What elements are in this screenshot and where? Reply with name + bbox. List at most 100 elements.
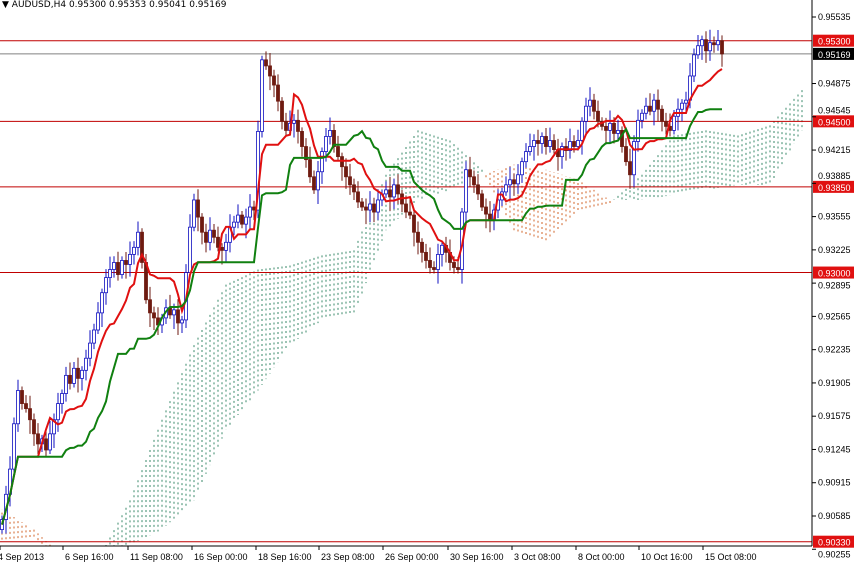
candle-body xyxy=(636,119,640,142)
price-tick-label: 0.93555 xyxy=(818,212,851,222)
candle-body xyxy=(264,59,268,67)
candle xyxy=(532,134,536,161)
candle xyxy=(344,158,348,189)
candle xyxy=(268,52,272,91)
candle xyxy=(640,109,644,129)
candle-body xyxy=(652,99,656,112)
candle-body xyxy=(692,54,696,77)
candle-body xyxy=(56,403,60,421)
symbol-label: AUDUSD,H4 xyxy=(11,0,67,10)
candle-body xyxy=(532,140,536,147)
candle xyxy=(428,247,432,274)
candle xyxy=(368,191,372,223)
candle-body xyxy=(720,40,724,55)
candle-body xyxy=(32,419,36,435)
kijun-sen-line xyxy=(1,108,722,525)
candle xyxy=(544,127,548,155)
candle xyxy=(512,173,516,196)
price-tick-label: 0.95535 xyxy=(818,12,851,22)
candle xyxy=(80,366,84,391)
candle xyxy=(680,99,684,122)
candle-body xyxy=(572,141,576,147)
candle xyxy=(100,288,104,327)
candle-body xyxy=(344,166,348,178)
time-tick-label: 15 Oct 08:00 xyxy=(705,552,757,562)
candle-body xyxy=(352,184,356,193)
candle-body xyxy=(616,130,620,134)
candle-body xyxy=(540,136,544,144)
candle xyxy=(112,256,116,278)
open-value: 0.95300 xyxy=(68,0,107,10)
candle-body xyxy=(196,199,200,218)
candle xyxy=(504,176,508,196)
tenkan-sen-line xyxy=(1,68,723,525)
candle-body xyxy=(28,408,32,421)
triangle-down-icon[interactable]: ▼ xyxy=(2,0,9,10)
candle-body xyxy=(180,319,184,324)
candle-body xyxy=(84,357,88,371)
candle xyxy=(208,217,212,251)
candle xyxy=(140,228,144,269)
candle xyxy=(524,143,528,168)
time-tick-label: 3 Oct 08:00 xyxy=(514,552,561,562)
candle-body xyxy=(136,231,140,248)
close-value: 0.95169 xyxy=(189,0,227,10)
candle xyxy=(132,241,136,265)
level-price-tag xyxy=(813,115,854,128)
price-axis[interactable]: 0.95535 0.94875 0.94545 0.94215 0.93885 0.935… xyxy=(812,12,851,560)
candle-body xyxy=(708,42,712,52)
bid-price-label: 0.95169 xyxy=(818,50,851,60)
horizontal-levels[interactable]: 0.95300 0.94500 0.93850 0.93000 0.90330 0.951… xyxy=(0,34,854,548)
candle xyxy=(72,362,76,388)
candle xyxy=(636,109,640,152)
candle-body xyxy=(88,342,92,359)
price-tick-label: 0.91905 xyxy=(818,378,851,388)
candle xyxy=(560,142,564,169)
candle-body xyxy=(172,309,176,316)
candle xyxy=(200,213,204,245)
candle xyxy=(12,417,16,480)
candle xyxy=(596,100,600,128)
candle-body xyxy=(404,203,408,213)
candle-body xyxy=(236,214,240,223)
candle-body xyxy=(608,122,612,131)
candle-body xyxy=(584,105,588,122)
candle-body xyxy=(612,122,616,134)
candle xyxy=(64,366,68,402)
candle xyxy=(392,178,396,210)
candle xyxy=(228,214,232,253)
candle xyxy=(276,74,280,112)
candle xyxy=(528,133,532,156)
price-tick-label: 0.92895 xyxy=(818,281,851,291)
candle-body xyxy=(624,146,628,163)
candle xyxy=(280,97,284,130)
candle xyxy=(424,243,428,269)
low-value: 0.95041 xyxy=(149,0,187,10)
candle-body xyxy=(216,236,220,248)
candle xyxy=(292,114,296,138)
level-price-tag xyxy=(813,266,854,279)
candle-body xyxy=(656,99,660,110)
price-tick-label: 0.94215 xyxy=(818,145,851,155)
candle-body xyxy=(372,203,376,213)
candle-body xyxy=(480,193,484,208)
candle xyxy=(548,127,552,153)
candle xyxy=(260,55,264,138)
candle xyxy=(204,223,208,253)
candle-body xyxy=(436,253,440,270)
candle-body xyxy=(248,206,252,218)
candle-body xyxy=(16,390,20,425)
candle xyxy=(472,170,476,193)
candle xyxy=(96,302,100,335)
time-axis[interactable]: 4 Sep 2013 6 Sep 16:00 11 Sep 08:00 16 Sep … xyxy=(0,546,757,562)
candle-body xyxy=(644,105,648,114)
time-tick-label: 18 Sep 16:00 xyxy=(258,552,312,562)
candle-body xyxy=(432,267,436,270)
candle xyxy=(92,323,96,350)
candle xyxy=(628,148,632,189)
price-tick-label: 0.94875 xyxy=(818,79,851,89)
candle-body xyxy=(128,253,132,265)
bid-price-tag xyxy=(813,47,854,60)
candle-body xyxy=(148,299,152,314)
